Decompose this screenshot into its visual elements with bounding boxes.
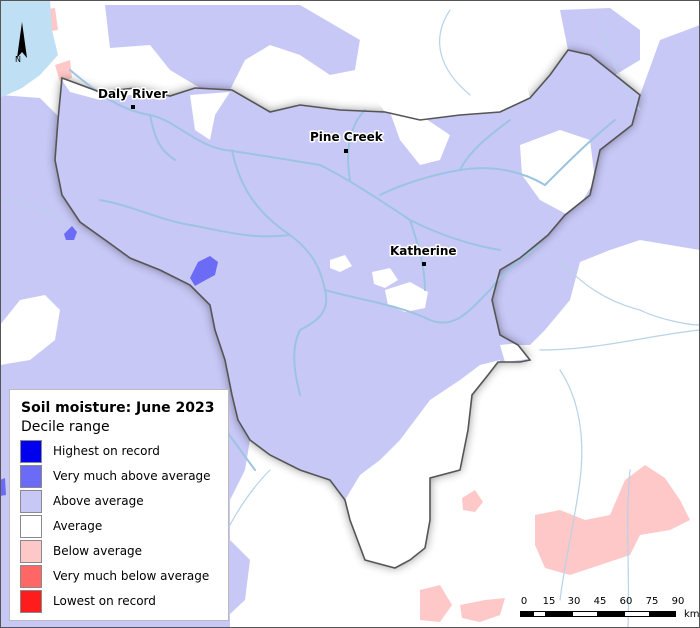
- catchment-average-katherine-2: [372, 268, 398, 288]
- legend-swatch: [20, 490, 42, 513]
- catchment-average-katherine-3: [330, 255, 352, 272]
- legend-swatch: [20, 515, 42, 538]
- legend-item-average: Average: [20, 515, 225, 540]
- catchment-average-southeast: [345, 360, 500, 568]
- region-below-average-south-1: [420, 585, 452, 622]
- town-daly-river: Daly River: [97, 86, 169, 109]
- legend-item-very-much-below-average: Very much below average: [20, 565, 225, 590]
- legend-title: Soil moisture: June 2023: [21, 400, 215, 416]
- legend-label: Above average: [53, 494, 144, 508]
- region-below-average-se-1: [535, 465, 690, 575]
- catchment-area: [55, 50, 640, 568]
- catchment-average-northeast: [390, 112, 450, 165]
- legend-label: Very much above average: [53, 469, 211, 483]
- legend-label: Highest on record: [53, 444, 160, 458]
- catchment-average-north: [190, 92, 230, 140]
- legend-swatch: [20, 540, 42, 563]
- legend-item-lowest-on-record: Lowest on record: [20, 590, 225, 615]
- legend-label: Below average: [53, 544, 143, 558]
- scale-tick-label: 60: [619, 596, 633, 607]
- north-arrow: N: [15, 22, 27, 64]
- legend-swatch: [20, 465, 42, 488]
- sea-water: [0, 0, 58, 98]
- region-very-much-above-2: [64, 226, 77, 240]
- scale-unit-label: km: [684, 609, 700, 620]
- scale-segment: [533, 611, 546, 617]
- scale-bar: 0 15 30 45 60 75 90 km: [518, 596, 700, 622]
- town-marker: [131, 105, 135, 109]
- legend-label: Lowest on record: [53, 594, 156, 608]
- scale-tick-label: 90: [671, 596, 685, 607]
- legend-item-below-average: Below average: [20, 540, 225, 565]
- legend-label: Very much below average: [53, 569, 210, 583]
- region-very-much-above-3: [0, 478, 6, 496]
- region-below-average-se-2: [462, 490, 483, 512]
- scale-segment: [598, 611, 624, 617]
- region-below-average-nw-2: [55, 60, 72, 82]
- river-network: [69, 69, 616, 471]
- town-pine-creek: Pine Creek: [309, 129, 385, 153]
- town-marker: [344, 149, 348, 153]
- north-arrow-label: N: [15, 55, 21, 64]
- region-above-average-northeast: [560, 8, 640, 75]
- region-below-average-south-2: [460, 598, 505, 622]
- region-above-average-east: [492, 25, 700, 345]
- legend-item-above-average: Above average: [20, 490, 225, 515]
- town-label: Pine Creek: [310, 130, 384, 144]
- legend-item-highest-on-record: Highest on record: [20, 440, 225, 465]
- catchment-boundary: [54, 49, 641, 569]
- legend-swatch: [20, 590, 42, 613]
- catchment-average-katherine-1: [385, 282, 428, 312]
- legend-swatch: [20, 440, 42, 463]
- scale-tick-label: 45: [593, 596, 607, 607]
- region-average-west-patch: [0, 295, 60, 365]
- scale-tick-label: 75: [645, 596, 659, 607]
- scale-tick-label: 15: [542, 596, 556, 607]
- region-above-average-north: [105, 5, 360, 90]
- scale-segment: [572, 611, 598, 617]
- legend-label: Average: [53, 519, 103, 533]
- scale-segment: [520, 611, 533, 617]
- town-katherine: Katherine: [389, 243, 458, 266]
- map-legend: Soil moisture: June 2023 Decile range Hi…: [9, 389, 229, 621]
- region-very-much-above-1: [190, 256, 218, 286]
- legend-swatch: [20, 565, 42, 588]
- town-label: Katherine: [390, 244, 457, 258]
- scale-tick-label: 30: [567, 596, 581, 607]
- town-marker: [422, 262, 426, 266]
- scale-segment: [546, 611, 572, 617]
- legend-item-very-much-above-average: Very much above average: [20, 465, 225, 490]
- region-average-north-center: [300, 5, 530, 120]
- legend-subtitle: Decile range: [21, 419, 110, 435]
- scale-segment: [650, 611, 676, 617]
- scale-tick-label: 0: [520, 596, 528, 607]
- scale-segment: [624, 611, 650, 617]
- town-label: Daly River: [98, 87, 167, 101]
